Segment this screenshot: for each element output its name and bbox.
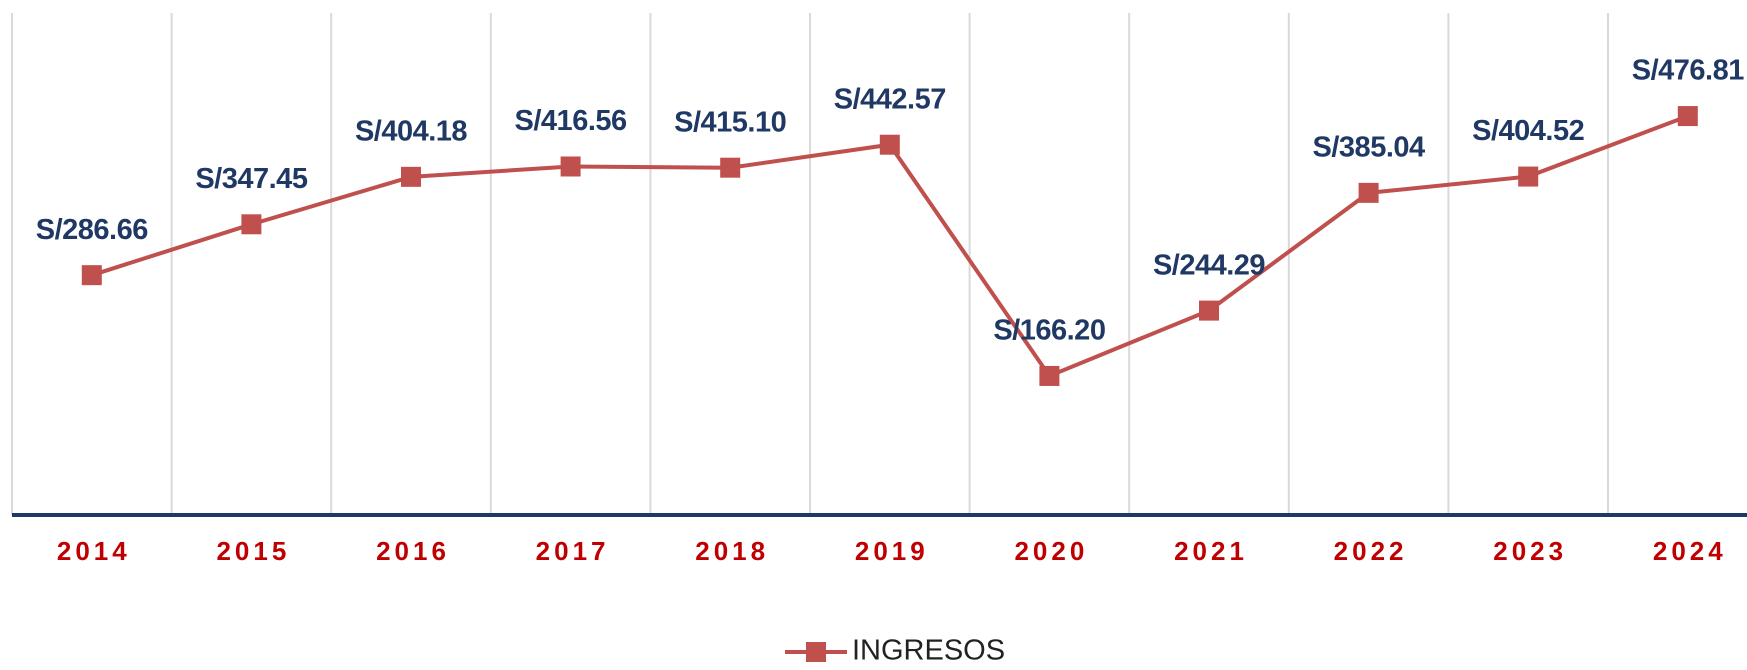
x-tick-label: 2014	[57, 536, 131, 566]
marker	[720, 157, 741, 178]
marker	[241, 214, 262, 235]
x-tick-label: 2020	[1014, 536, 1088, 566]
marker	[1039, 365, 1060, 386]
legend-label: INGRESOS	[852, 635, 1005, 667]
marker	[1518, 166, 1539, 187]
x-tick-label: 2016	[376, 536, 450, 566]
data-label: S/385.04	[1313, 132, 1425, 164]
marker	[401, 166, 421, 187]
marker	[81, 265, 102, 286]
marker	[1358, 182, 1379, 203]
marker	[1677, 106, 1698, 127]
marker	[1199, 300, 1219, 321]
x-tick-label: 2018	[695, 536, 769, 566]
x-tick-label: 2023	[1493, 536, 1567, 566]
data-label: S/404.52	[1472, 115, 1584, 147]
x-tick-label: 2022	[1334, 536, 1408, 566]
data-label: S/404.18	[355, 115, 467, 147]
data-label: S/476.81	[1632, 55, 1744, 87]
data-label: S/166.20	[993, 315, 1105, 347]
data-label: S/347.45	[195, 163, 307, 195]
x-tick-label: 2019	[855, 536, 929, 566]
data-label: S/244.29	[1153, 249, 1265, 281]
data-label: S/416.56	[515, 105, 627, 137]
legend-marker	[806, 642, 826, 662]
data-label: S/415.10	[674, 106, 786, 138]
data-label: S/442.57	[834, 83, 946, 115]
marker	[879, 134, 900, 155]
x-tick-label: 2015	[216, 536, 290, 566]
x-tick-label: 2017	[536, 536, 610, 566]
x-tick-label: 2021	[1174, 536, 1248, 566]
marker	[560, 156, 581, 177]
data-label: S/286.66	[36, 214, 148, 246]
x-tick-label: 2024	[1653, 536, 1727, 566]
